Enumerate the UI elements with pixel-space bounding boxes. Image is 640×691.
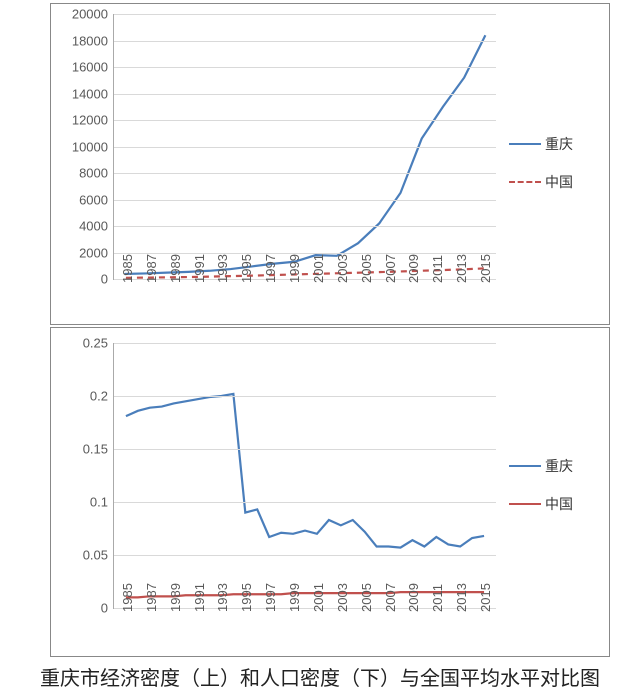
series-line (125, 35, 486, 274)
legend-label: 中国 (545, 494, 573, 514)
gridline (114, 226, 496, 227)
x-tick-label: 1999 (287, 583, 302, 612)
x-tick-label: 2003 (335, 583, 350, 612)
x-tick-label: 1985 (120, 254, 135, 283)
plot-area-bottom: 00.050.10.150.20.25198519871989199119931… (113, 343, 496, 609)
y-tick-label: 4000 (79, 219, 108, 234)
figure-caption: 重庆市经济密度（上）和人口密度（下）与全国平均水平对比图 (0, 662, 640, 691)
y-tick-label: 0.25 (83, 336, 108, 351)
x-tick-label: 1997 (263, 254, 278, 283)
x-tick-label: 2005 (359, 254, 374, 283)
x-tick-label: 2011 (430, 255, 445, 283)
x-tick-label: 1985 (120, 583, 135, 612)
x-tick-label: 1991 (192, 583, 207, 612)
y-tick-label: 0 (101, 272, 108, 287)
gridline (114, 343, 496, 344)
gridline (114, 502, 496, 503)
y-tick-label: 20000 (72, 7, 108, 22)
x-tick-label: 2001 (311, 583, 326, 612)
legend-item: 重庆 (509, 134, 573, 154)
x-tick-label: 1993 (215, 254, 230, 283)
gridline (114, 94, 496, 95)
legend-item: 中国 (509, 494, 573, 514)
gridline (114, 396, 496, 397)
legend-swatch (509, 181, 541, 183)
legend-bottom: 重庆中国 (509, 456, 573, 532)
y-tick-label: 0 (101, 601, 108, 616)
x-tick-label: 1987 (144, 254, 159, 283)
page: 0 2000 4000 6000 8000 10000 12000 14000 16000 180… (0, 0, 640, 691)
gridline (114, 14, 496, 15)
y-tick-label: 2000 (79, 245, 108, 260)
y-tick-label: 0.05 (83, 548, 108, 563)
legend-label: 中国 (545, 172, 573, 192)
legend-label: 重庆 (545, 456, 573, 476)
x-tick-label: 2011 (430, 584, 445, 612)
y-tick-label: 0.15 (83, 442, 108, 457)
gridline (114, 200, 496, 201)
y-tick-label: 8000 (79, 166, 108, 181)
gridline (114, 147, 496, 148)
x-tick-label: 2007 (383, 254, 398, 283)
x-tick-label: 1989 (168, 254, 183, 283)
x-tick-label: 2009 (406, 254, 421, 283)
y-tick-label: 14000 (72, 86, 108, 101)
x-tick-label: 1993 (215, 583, 230, 612)
y-tick-label: 12000 (72, 113, 108, 128)
chart-lines-bottom (114, 343, 496, 608)
gridline (114, 555, 496, 556)
legend-item: 中国 (509, 172, 573, 192)
x-tick-label: 2013 (454, 254, 469, 283)
x-tick-label: 1995 (239, 583, 254, 612)
x-tick-label: 1991 (192, 254, 207, 283)
legend-item: 重庆 (509, 456, 573, 476)
series-line (126, 394, 484, 548)
x-tick-label: 1989 (168, 583, 183, 612)
gridline (114, 449, 496, 450)
legend-swatch (509, 465, 541, 467)
x-tick-label: 1995 (239, 254, 254, 283)
x-tick-label: 1997 (263, 583, 278, 612)
y-tick-label: 10000 (72, 139, 108, 154)
gridline (114, 120, 496, 121)
x-tick-label: 2013 (454, 583, 469, 612)
x-tick-label: 2003 (335, 254, 350, 283)
legend-label: 重庆 (545, 134, 573, 154)
x-tick-label: 2015 (478, 583, 493, 612)
legend-top: 重庆中国 (509, 134, 573, 210)
x-tick-label: 2015 (478, 254, 493, 283)
y-tick-label: 6000 (79, 192, 108, 207)
y-tick-label: 18000 (72, 33, 108, 48)
y-tick-label: 0.2 (90, 389, 108, 404)
x-tick-label: 2007 (383, 583, 398, 612)
gridline (114, 67, 496, 68)
gridline (114, 173, 496, 174)
x-tick-label: 1987 (144, 583, 159, 612)
x-tick-label: 1999 (287, 254, 302, 283)
gridline (114, 41, 496, 42)
x-tick-label: 2005 (359, 583, 374, 612)
chart-panel-bottom: 0 0.05 0.1 0.15 0.2 0.25 1985 1987 1989 1991 1993 1… (50, 327, 610, 657)
legend-swatch (509, 143, 541, 145)
y-tick-label: 0.1 (90, 495, 108, 510)
chart-panel-top: 0 2000 4000 6000 8000 10000 12000 14000 16000 180… (50, 3, 610, 325)
legend-swatch (509, 503, 541, 505)
x-tick-label: 2001 (311, 254, 326, 283)
plot-area-top: 0200040006000800010000120001400016000180… (113, 14, 496, 280)
y-tick-label: 16000 (72, 60, 108, 75)
x-tick-label: 2009 (406, 583, 421, 612)
